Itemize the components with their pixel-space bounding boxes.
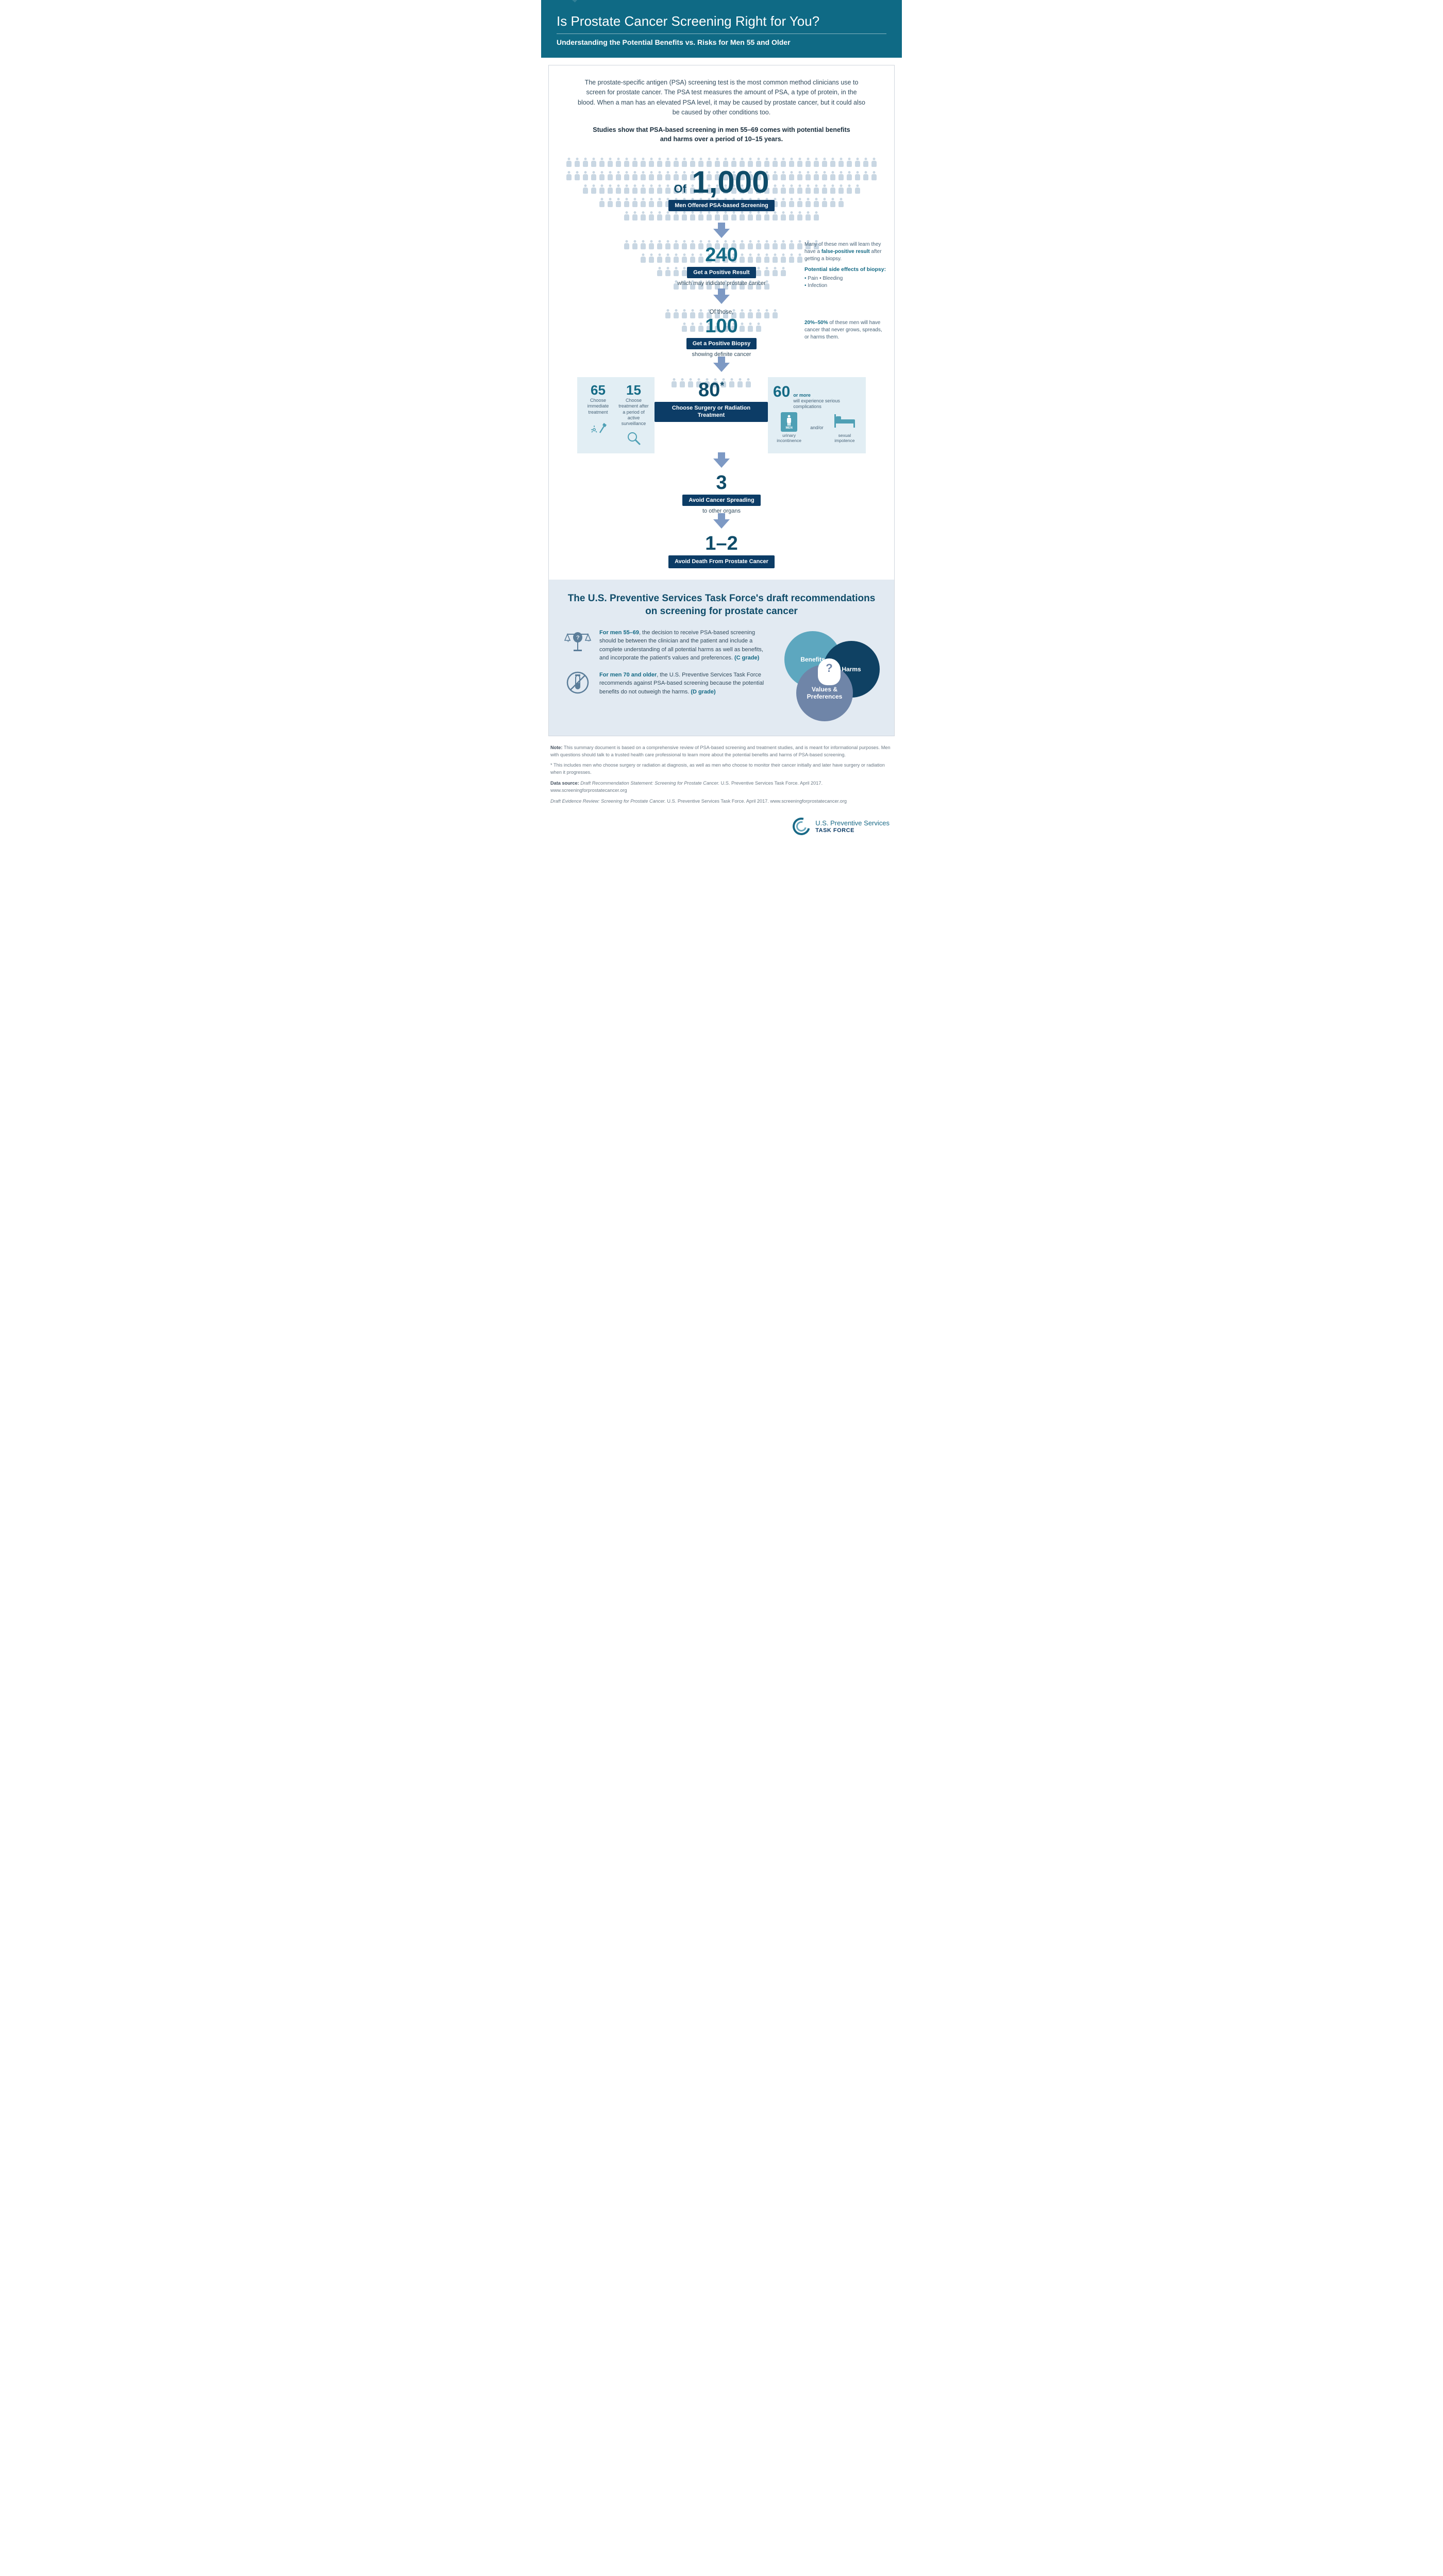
- footnotes: Note: This summary document is based on …: [541, 736, 902, 814]
- note-bold: 20%–50%: [804, 320, 828, 326]
- magnifier-icon: [625, 430, 643, 447]
- men-label: MEN: [785, 427, 792, 430]
- note-label: Note:: [550, 745, 562, 750]
- recs-row: + − ? For men 55–69, the decision to rec…: [563, 629, 880, 721]
- footer-line1: U.S. Preventive Services: [815, 820, 890, 827]
- left-col-65: 65 Choose immediate treatment: [582, 383, 614, 436]
- data-source-2-rest: U.S. Preventive Services Task Force. Apr…: [666, 799, 847, 804]
- rec-70-text: For men 70 and older, the U.S. Preventiv…: [599, 671, 773, 697]
- arrow-icon: [713, 519, 730, 529]
- stage-100-label: Get a Positive Biopsy: [686, 338, 757, 349]
- right-60-number: 60: [773, 383, 790, 401]
- arrow-icon: [713, 459, 730, 468]
- comp-a-label: urinary incontinence: [773, 433, 805, 443]
- left-65-text: Choose immediate treatment: [582, 398, 614, 415]
- stage-1000-crowd: Of 1,000 Men Offered PSA-based Screening: [561, 158, 882, 224]
- intro-bold-statement: Studies show that PSA-based screening in…: [588, 125, 855, 145]
- stage-80-row: 65 Choose immediate treatment 15 Choose …: [561, 377, 882, 453]
- data-source-2-italic: Draft Evidence Review: Screening for Pro…: [550, 799, 666, 804]
- rec-grade: (D grade): [691, 689, 715, 695]
- rec-lead: For men 70 and older: [599, 672, 657, 678]
- footer: U.S. Preventive Services TASK FORCE: [541, 814, 902, 848]
- uspstf-logo-icon: [790, 815, 813, 838]
- bed-icon: [833, 412, 856, 432]
- left-15-text: Choose treatment after a period of activ…: [618, 398, 649, 427]
- complications-row: MEN urinary incontinence and/or sexual i…: [773, 412, 861, 443]
- rec-item-70-plus: For men 70 and older, the U.S. Preventiv…: [563, 671, 773, 697]
- note-list-item: Pain • Bleeding: [804, 275, 887, 282]
- arrow-icon: [713, 363, 730, 372]
- stage-240-sidenote: Many of these men will learn they have a…: [804, 241, 887, 290]
- note-bold: false-positive result: [821, 249, 870, 255]
- stage-3-label: Avoid Cancer Spreading: [682, 495, 760, 506]
- left-65-number: 65: [582, 383, 614, 397]
- svg-text:−: −: [588, 639, 590, 643]
- page-subtitle: Understanding the Potential Benefits vs.…: [557, 33, 886, 46]
- venn-head-icon: [818, 658, 841, 685]
- stage-3: 3 Avoid Cancer Spreading to other organs: [561, 473, 882, 514]
- infographic-page: Is Prostate Cancer Screening Right for Y…: [541, 0, 902, 848]
- balance-scale-icon: + − ?: [563, 629, 592, 652]
- note-text: This summary document is based on a comp…: [550, 745, 891, 757]
- page-title: Is Prostate Cancer Screening Right for Y…: [557, 13, 886, 29]
- svg-text:?: ?: [576, 635, 580, 641]
- stage-80-number: 80: [698, 379, 720, 401]
- stage-100-sidenote: 20%–50% of these men will have cancer th…: [804, 319, 887, 341]
- radiation-scalpel-icon: [590, 418, 607, 436]
- recommendations-panel: The U.S. Preventive Services Task Force'…: [549, 580, 894, 736]
- rec-item-55-69: + − ? For men 55–69, the decision to rec…: [563, 629, 773, 663]
- note-heading: Potential side effects of biopsy:: [804, 266, 887, 274]
- stage-240: 240 Get a Positive Result which may indi…: [561, 243, 882, 286]
- arrow-icon: [713, 295, 730, 304]
- arrow-icon: [713, 229, 730, 238]
- data-source-1-italic: Draft Recommendation Statement: Screenin…: [579, 781, 719, 786]
- right-or-more: or more: [793, 393, 861, 398]
- stage-80-left-box: 65 Choose immediate treatment 15 Choose …: [577, 377, 655, 453]
- comp-b-label: sexual impotence: [829, 433, 861, 443]
- stage-3-number: 3: [561, 473, 882, 493]
- stage-80-center: 80* Choose Surgery or Radiation Treatmen…: [655, 377, 768, 453]
- stage-100-pretext: Of those,: [561, 309, 882, 315]
- note-list-item: Infection: [804, 282, 887, 290]
- header-banner: Is Prostate Cancer Screening Right for Y…: [541, 0, 902, 58]
- venn-diagram: Benefits Harms Values & Preferences: [782, 629, 880, 721]
- stage-1000-number: 1,000: [692, 167, 769, 198]
- rec-55-69-text: For men 55–69, the decision to receive P…: [599, 629, 773, 663]
- rec-grade: (C grade): [734, 655, 759, 661]
- andor-label: and/or: [810, 425, 824, 430]
- comp-incontinence: MEN urinary incontinence: [773, 412, 805, 443]
- stage-1000-label: Men Offered PSA-based Screening: [668, 200, 775, 211]
- footer-org-name: U.S. Preventive Services TASK FORCE: [815, 820, 890, 834]
- data-source-label: Data source:: [550, 781, 579, 786]
- stage-100: Of those, 100 Get a Positive Biopsy show…: [561, 309, 882, 358]
- comp-impotence: sexual impotence: [829, 412, 861, 443]
- stage-80-asterisk: *: [720, 380, 724, 392]
- left-15-number: 15: [618, 383, 649, 397]
- asterisk-note: * This includes men who choose surgery o…: [550, 762, 893, 776]
- stage-240-label: Get a Positive Result: [687, 267, 756, 278]
- svg-text:+: +: [567, 639, 569, 643]
- of-label: Of: [674, 182, 686, 196]
- note-list: Pain • Bleeding Infection: [804, 275, 887, 290]
- rec-lead: For men 55–69: [599, 630, 639, 636]
- stage-1-2: 1–2 Avoid Death From Prostate Cancer: [561, 534, 882, 568]
- man-icon: MEN: [781, 412, 797, 432]
- right-complications-text: will experience serious complications: [793, 398, 861, 410]
- stage-1000-overlay: Of 1,000 Men Offered PSA-based Screening: [561, 167, 882, 211]
- stage-80-label: Choose Surgery or Radiation Treatment: [655, 402, 768, 422]
- stage-80-right-box: 60 or more will experience serious compl…: [768, 377, 866, 453]
- content-frame: The prostate-specific antigen (PSA) scre…: [548, 65, 895, 736]
- stage-1-2-label: Avoid Death From Prostate Cancer: [668, 555, 775, 568]
- intro-paragraph: The prostate-specific antigen (PSA) scre…: [577, 78, 866, 118]
- recs-title: The U.S. Preventive Services Task Force'…: [563, 592, 880, 618]
- stage-1-2-number: 1–2: [561, 534, 882, 553]
- no-test-tube-icon: [563, 671, 592, 694]
- footer-line2: TASK FORCE: [815, 827, 890, 834]
- recs-left-col: + − ? For men 55–69, the decision to rec…: [563, 629, 773, 721]
- left-col-15: 15 Choose treatment after a period of ac…: [618, 383, 649, 447]
